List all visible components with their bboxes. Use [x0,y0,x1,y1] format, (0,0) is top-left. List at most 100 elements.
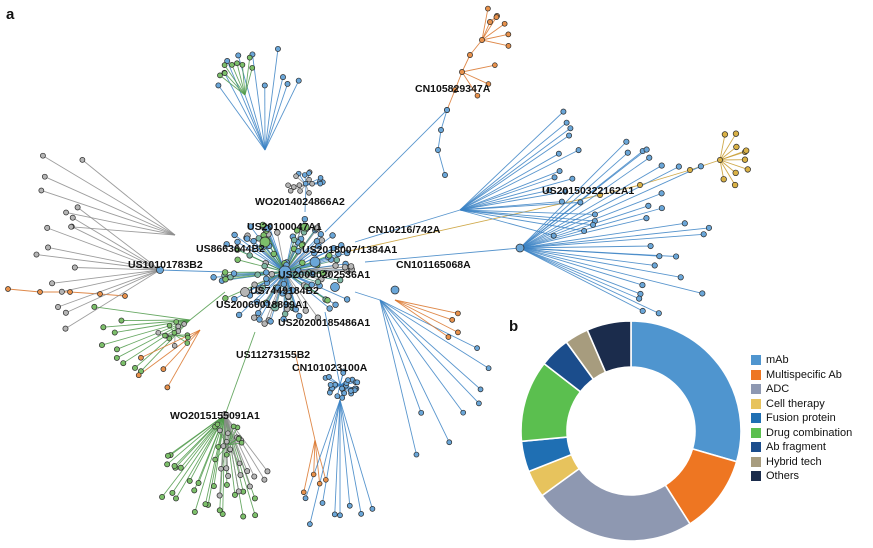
network-node [222,295,229,302]
network-edge [379,299,489,369]
network-node [592,211,598,218]
network-edge [519,141,627,249]
network-node [223,481,230,488]
network-edge [224,414,255,477]
network-edge [379,299,422,413]
network-edge [65,212,176,236]
network-edge [394,299,453,321]
network-edge [72,217,161,271]
network-edge [481,8,489,41]
network-edge [238,271,286,316]
network-node [156,266,164,274]
network-node [223,241,230,248]
network-node-label: CN101165068A [396,259,471,271]
network-edge [140,329,201,359]
network-edge [226,60,266,151]
network-node [292,306,299,313]
network-node [575,147,582,154]
network-node [202,501,209,508]
network-node [446,439,453,446]
network-node [155,329,162,336]
network-node [280,74,286,81]
network-node [173,319,179,325]
network-labels: CN105829347A US20150322162A1 WO2014024866A… [128,83,634,422]
network-edge [459,178,573,211]
network-edge [689,159,721,171]
network-node [5,286,11,292]
network-edge [481,16,497,41]
network-node [162,332,168,339]
network-edge [189,291,226,321]
network-node [63,209,69,216]
network-node [246,483,253,490]
network-node [217,427,223,434]
network-node [232,491,238,498]
network-edge [519,165,662,249]
network-node [331,511,338,518]
network-node [310,471,317,478]
network-node [302,180,309,187]
network-node [459,69,465,75]
network-node [477,386,484,393]
network-node [546,187,553,194]
network-node [624,149,631,156]
network-node [700,231,707,238]
legend-swatch [751,398,761,409]
network-node [569,175,576,182]
network-node [721,131,729,138]
network-edge [519,245,651,249]
network-node [114,346,120,353]
network-node [229,62,235,68]
network-edge [237,241,286,273]
network-node [324,297,331,304]
legend-label: mAb [766,354,789,367]
network-node [171,343,178,349]
network-node [677,274,684,281]
network-node [307,521,313,527]
network-node [555,150,562,157]
network-node [238,440,245,446]
legend-swatch [751,369,761,380]
network-node [169,489,176,496]
network-edge [446,89,456,111]
donut-slice-others [586,320,632,374]
network-node [171,330,178,336]
network-node [236,460,243,467]
network-edge [519,247,643,312]
network-edge [224,414,236,495]
network-node [326,374,332,380]
network-edge [379,299,450,443]
network-edge [461,71,478,96]
network-node [323,477,329,483]
network-node [479,37,485,43]
network-node [291,184,297,190]
network-node [293,173,299,179]
network-node [485,365,492,372]
network-node-label: US20090202536A1 [278,269,370,281]
network-node [212,456,218,463]
network-node [333,256,340,264]
network-node [645,202,652,209]
legend-label: Hybrid tech [766,455,822,468]
network-node [237,472,244,478]
network-node [55,304,61,310]
network-node [191,509,198,515]
network-node-label: WO2014024866A2 [255,196,345,208]
network-node [45,244,51,251]
network-edge [166,329,201,388]
network-node [444,107,450,113]
network-edge [309,399,341,525]
network-edge [339,399,362,514]
network-node [259,236,271,248]
network-edge [7,288,41,293]
network-edge [322,399,341,504]
network-edge [519,247,659,314]
network-node [259,221,267,229]
network-edge [237,249,286,273]
network-edge [334,399,341,515]
network-node [278,265,292,279]
network-edge [224,72,266,151]
network-node [651,262,658,269]
network-node [681,220,688,227]
